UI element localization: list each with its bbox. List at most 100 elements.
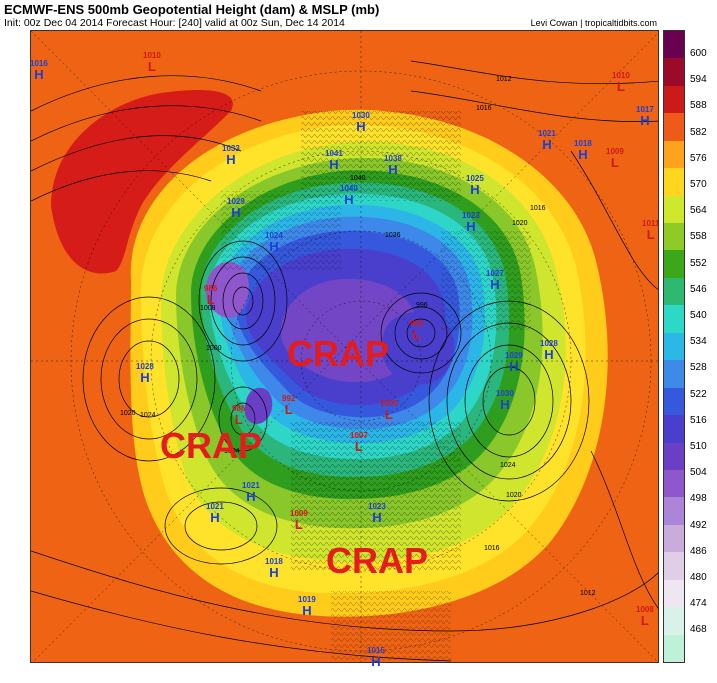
contour-label: 1024: [500, 462, 516, 469]
low-pressure-system: 1009 L: [290, 509, 308, 532]
colorbar-segment: [664, 497, 684, 526]
contour-label: 1008: [200, 305, 216, 312]
high-pressure-system: 1029 H: [505, 351, 523, 374]
colorbar-label: 570: [690, 179, 707, 190]
map-credit: Levi Cowan | tropicaltidbits.com: [530, 18, 657, 28]
colorbar-label: 546: [690, 283, 707, 295]
colorbar-label: 528: [690, 362, 707, 374]
colorbar-segment: [664, 607, 684, 636]
colorbar-segment: [664, 31, 684, 59]
annotation-text: CRAP: [160, 425, 263, 466]
high-pressure-system: 1041 H: [325, 149, 343, 172]
map-panel: [30, 30, 659, 663]
colorbar-label: 510: [690, 441, 707, 452]
high-pressure-system: 1017 H: [636, 105, 654, 128]
high-pressure-system: 1030 H: [352, 111, 370, 134]
colorbar-segment: [664, 469, 684, 498]
colorbar-segment: [664, 223, 684, 251]
high-pressure-system: 1033 H: [222, 144, 240, 167]
high-pressure-system: 1021 H: [242, 481, 260, 504]
colorbar-label: 486: [690, 545, 707, 557]
colorbar-segment: [664, 58, 684, 87]
colorbar-label: 594: [690, 74, 707, 86]
colorbar-label: 522: [690, 388, 707, 400]
map-canvas: [31, 31, 658, 662]
colorbar-segment: [664, 415, 684, 443]
high-pressure-system: 1027 H: [486, 269, 504, 292]
low-pressure-system: 1007 L: [350, 431, 368, 454]
colorbar-segment: [664, 140, 684, 169]
contour-label: 1016: [484, 545, 500, 552]
contour-label: 1036: [385, 232, 401, 239]
low-pressure-system: 1011 L: [642, 219, 660, 242]
contour-label: 1012: [496, 76, 512, 83]
colorbar-label: 498: [690, 493, 707, 505]
colorbar-segment: [664, 277, 684, 306]
high-pressure-system: 1018 H: [574, 139, 592, 162]
contour-label: 1004: [224, 448, 240, 455]
colorbar-label: 540: [690, 310, 707, 321]
colorbar-segment: [664, 634, 684, 663]
high-pressure-system: 1028 H: [136, 362, 154, 385]
contour-label: 1040: [350, 175, 366, 182]
colorbar-label: 564: [690, 205, 707, 217]
colorbar-segment: [664, 360, 684, 389]
low-pressure-system: 1005 L: [380, 399, 398, 422]
colorbar-segment: [664, 305, 684, 334]
high-pressure-system: 1040 H: [340, 184, 358, 207]
high-pressure-system: 1023 H: [462, 211, 480, 234]
low-pressure-system: 986 L: [232, 404, 246, 427]
colorbar-label: 468: [690, 624, 707, 636]
colorbar-segment: [664, 168, 684, 197]
map-subtitle: Init: 00z Dec 04 2014 Forecast Hour: [24…: [4, 17, 345, 29]
map-title: ECMWF-ENS 500mb Geopotential Height (dam…: [4, 2, 380, 17]
header: ECMWF-ENS 500mb Geopotential Height (dam…: [0, 0, 717, 30]
contour-label: 1012: [580, 590, 596, 597]
colorbar-label: 558: [690, 231, 707, 243]
field-504-lake: [244, 387, 273, 424]
colorbar-segment: [664, 524, 684, 553]
contour-label: 1016: [530, 205, 546, 212]
contour-label: 996: [416, 302, 428, 309]
colorbar-label: 534: [690, 336, 707, 348]
high-pressure-system: 1028 H: [540, 339, 558, 362]
high-pressure-system: 1024 H: [265, 231, 283, 254]
colorbar-label: 600: [690, 48, 707, 59]
colorbar-label: 588: [690, 100, 707, 112]
colorbar-segment: [664, 250, 684, 279]
contour-label: 1020: [512, 220, 528, 227]
colorbar-segment: [664, 387, 684, 416]
contour-label: 1020: [120, 410, 136, 417]
high-pressure-system: 1029 H: [227, 197, 245, 220]
high-pressure-system: 1015 H: [367, 646, 385, 669]
colorbar-segment: [664, 552, 684, 581]
annotation-text: CRAP: [287, 333, 390, 374]
low-pressure-system: 1009 L: [606, 147, 624, 170]
colorbar-label: 582: [690, 126, 707, 138]
colorbar-segment: [664, 442, 684, 471]
colorbar-label: 480: [690, 572, 707, 583]
colorbar-label: 504: [690, 467, 707, 479]
field-588: [51, 90, 233, 274]
colorbar-segment: [664, 113, 684, 142]
high-pressure-system: 1018 H: [265, 557, 283, 580]
high-pressure-system: 1016 H: [30, 59, 48, 82]
colorbar-label: 552: [690, 257, 707, 269]
colorbar-label: 516: [690, 414, 707, 426]
high-pressure-system: 1021 H: [206, 502, 224, 525]
annotation-text: CRAP: [326, 540, 429, 581]
colorbar-label: 474: [690, 598, 707, 610]
field-trough-atlantic: [382, 311, 455, 385]
high-pressure-system: 1038 H: [384, 154, 402, 177]
contour-label: 1020: [506, 492, 522, 499]
colorbar-label: 492: [690, 519, 707, 531]
low-pressure-system: 1010 L: [143, 51, 161, 74]
low-pressure-system: 1008 L: [636, 605, 654, 628]
low-pressure-system: 986 L: [204, 284, 218, 307]
colorbar-label: 576: [690, 152, 707, 164]
high-pressure-system: 1019 H: [298, 595, 316, 618]
low-pressure-system: 992 L: [282, 394, 296, 417]
contour-label: 1016: [476, 105, 492, 112]
colorbar-segment: [664, 195, 684, 224]
low-pressure-system: 992 L: [410, 319, 424, 342]
